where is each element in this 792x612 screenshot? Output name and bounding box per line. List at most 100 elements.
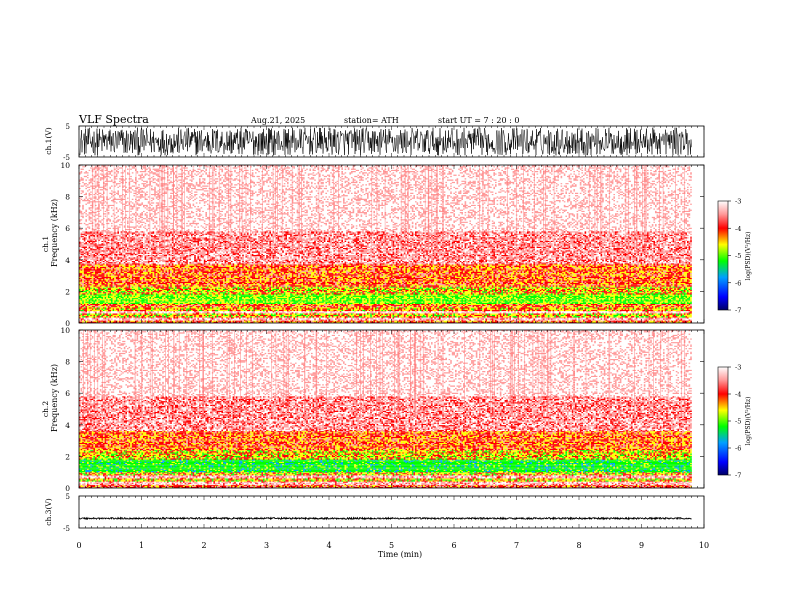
ch2-spectrogram-band-cells (79, 425, 691, 427)
ch2-spectrogram-band-cells (83, 417, 691, 420)
ch2-spectrogram-band-cells (79, 413, 691, 415)
ch1-spectrogram-band-cells (90, 167, 691, 169)
colorbar-tick-label: -4 (735, 225, 741, 233)
ch1-spectrogram-band-cells (83, 271, 691, 274)
ch1-spectrogram-band-cells (83, 239, 692, 241)
ch1-spectrogram-band-cells (85, 260, 692, 263)
ch2-spectrogram-ytick-label: 4 (65, 421, 70, 430)
ch1-spectrogram-band-cells (79, 249, 689, 251)
ch2-spectrogram-band-cells (82, 415, 676, 417)
ch2-spectrogram-band-cells (82, 437, 692, 439)
ch2-colorbar-gradient (717, 366, 729, 476)
colorbar-tick-label: -7 (735, 472, 741, 480)
ch2-spectrogram-band-cells (80, 409, 688, 411)
ch1-spectrogram-band-cells (80, 268, 683, 270)
ch2-spectrogram-band-cells (79, 446, 689, 448)
ch1-spectrogram-band-cells (79, 296, 691, 299)
ch2-spectrogram-band-cells (82, 446, 675, 448)
ch2-spectrogram-band-cells (111, 467, 667, 469)
ch2-spectrogram-band-cells (82, 438, 692, 440)
ch1-spectrogram-band-cells (82, 284, 692, 286)
ch1-spectrogram-band-cells (79, 298, 691, 300)
ch2-spectrogram-band-cells (79, 404, 689, 406)
ch2-spectrogram-band-cells (79, 431, 691, 433)
ch2-spectrogram-band-cells (79, 417, 686, 420)
colorbar-tick-label: -3 (735, 198, 741, 206)
ch2-spectrogram-band-cells (85, 426, 684, 428)
ch2-spectrogram-band-cells (80, 468, 692, 470)
ch2-spectrogram-band-cells (90, 479, 692, 481)
ch1-colorbar-gradient (717, 200, 729, 311)
ch2-spectrogram-band-cells (82, 473, 692, 475)
ch2-spectrogram-impulse-streaks (83, 330, 685, 417)
ch2-spectrogram-band-cells (79, 451, 692, 453)
ch1-spectrogram-band-cells (82, 265, 686, 267)
ch2-spec-ylabel-channel: ch.2 (41, 401, 50, 417)
ch1-spectrogram-band-cells (79, 292, 692, 294)
ch1-spectrogram-band-cells (79, 252, 692, 254)
ch2-spectrogram-band-cells (79, 423, 692, 426)
ch2-spectrogram-band-cells (79, 460, 692, 462)
ch2-spectrogram-band-cells (96, 463, 689, 465)
ch1-spectrogram-band-cells (79, 301, 691, 303)
ch2-spectrogram-band-cells (82, 371, 689, 373)
ch1-spectrogram-band-cells (83, 237, 692, 239)
ch2-spectrogram-band-cells (87, 419, 692, 421)
ch2-spectrogram-band-cells (88, 447, 692, 449)
ch2-spectrogram-band-cells (79, 439, 691, 441)
ch2-spectrogram-ytick-label: 0 (65, 484, 70, 493)
ch2-colorbar-label: log(PSD)(V²/Hz) (745, 397, 752, 446)
ch2-spectrogram-band-cells (88, 380, 688, 382)
ch2-spectrogram-band-cells (79, 468, 683, 470)
time-tick-label: 5 (389, 541, 394, 550)
ch2-spectrogram-band-cells (79, 465, 691, 467)
ch2-spectrogram-band-cells (79, 453, 691, 455)
ch2-spectrogram-band-cells (80, 479, 688, 481)
ch1-spectrogram-band-cells (83, 193, 691, 196)
ch1-spectrogram-band-cells (93, 244, 689, 246)
ch3-waveform-frame (78, 495, 705, 529)
ch1-spectrogram-band-cells (79, 302, 692, 305)
ch1-spectrogram-band-cells (87, 214, 691, 216)
ch1-spectrogram-band-cells (79, 210, 691, 213)
time-axis-labels: 0 1 2 3 4 5 6 7 8 9 10 (76, 541, 709, 550)
ch1-spectrogram-band-cells (88, 255, 691, 257)
ch1-spectrogram-band-cells (80, 192, 691, 194)
ch1-spectrogram-band-cells (79, 304, 692, 306)
ch3-ylabel: ch.3(V) (44, 498, 53, 526)
ch1-spectrogram-band-cells (79, 321, 692, 323)
date-label: Aug.21, 2025 (250, 116, 305, 125)
ch1-spectrogram-band-cells (83, 321, 683, 323)
ch2-colorbar-ticks: -3 -4 -5 -6 -7 (728, 364, 741, 480)
ch2-spectrogram-band-cells (79, 479, 676, 481)
ch2-spectrogram-band-cells (79, 405, 692, 408)
colorbar-tick-label: -5 (735, 252, 741, 260)
ch2-spectrogram-band-cells (85, 429, 679, 432)
ch2-spectrogram-band-cells (87, 395, 689, 397)
ch2-spectrogram-band-cells (80, 440, 692, 442)
ch2-spectrogram-band-cells (85, 427, 692, 429)
ch1-spectrogram-band-cells (79, 212, 684, 214)
ch1-spectrogram-band-cells (115, 269, 684, 271)
ch2-spectrogram-band-cells (87, 475, 689, 477)
ch2-spectrogram-band-cells (83, 477, 692, 479)
ch1-spectrogram-band-cells (82, 276, 691, 279)
ch2-spectrogram-band-cells (79, 337, 687, 339)
ch1-spectrogram-band-cells (82, 273, 687, 275)
ch2-spectrogram-band-cells (85, 373, 692, 375)
time-tick-label: 10 (699, 541, 709, 550)
ch2-spectrogram-band-cells (80, 390, 692, 392)
ch1-spectrogram-band-cells (82, 246, 691, 248)
ch1-spectrogram-band-cells (79, 204, 689, 207)
ch1-spectrogram-yticks: 0 2 4 6 8 10 (60, 161, 704, 328)
ch2-spectrogram-band-cells (80, 387, 692, 390)
ch2-spec-ylabel-frequency: Frequency (kHz) (50, 364, 59, 432)
ch1-waveform-panel: 5 -5 ch.1(V) (44, 123, 705, 162)
ch1-spectrogram-band-cells (79, 250, 681, 252)
ch1-spectrogram-band-cells (79, 201, 691, 203)
ch2-spectrogram-band-cells (79, 454, 684, 457)
ch2-spectrogram-band-cells (91, 440, 689, 442)
ch1-spectrogram-band-cells (80, 196, 691, 198)
ch2-spectrogram-band-cells (79, 442, 689, 445)
